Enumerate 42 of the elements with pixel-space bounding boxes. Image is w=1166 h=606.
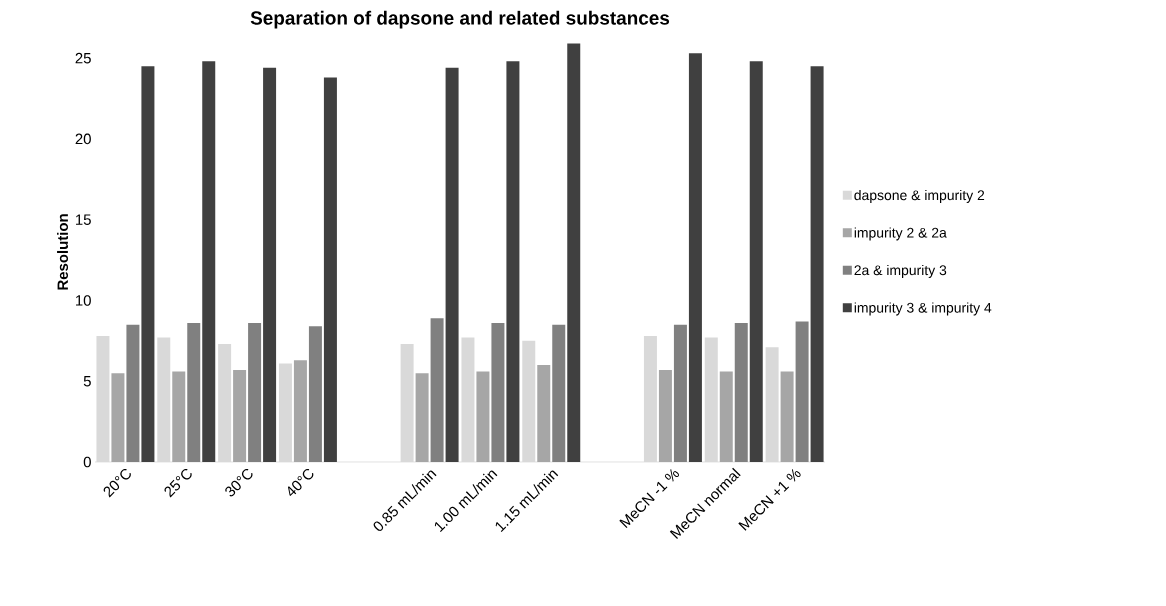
- bar: [430, 318, 444, 462]
- bar: [673, 324, 687, 462]
- bar: [308, 326, 322, 462]
- bar: [506, 61, 520, 462]
- y-tick-label: 25: [75, 52, 91, 64]
- bar: [445, 67, 459, 462]
- legend-label: impurity 3 & impurity 4: [854, 302, 992, 316]
- y-tick-label: 0: [83, 456, 91, 468]
- bar: [323, 77, 337, 462]
- y-tick-label: 15: [76, 214, 91, 225]
- chart-title: Separation of dapsone and related substances: [250, 10, 670, 29]
- bar: [552, 324, 566, 462]
- bar: [643, 335, 657, 462]
- bar: [96, 335, 110, 462]
- bar: [491, 323, 505, 462]
- bar: [157, 337, 171, 462]
- bar: [734, 323, 748, 462]
- bar: [218, 344, 232, 462]
- bar: [248, 323, 262, 462]
- legend-label: dapsone & impurity 2: [854, 189, 985, 203]
- bar: [278, 363, 292, 462]
- y-tick-label: 5: [83, 376, 91, 387]
- bar: [749, 61, 763, 462]
- bar: [522, 340, 536, 462]
- bar: [187, 323, 201, 462]
- bar: [567, 43, 581, 462]
- bar: [263, 67, 277, 462]
- bar: [461, 337, 475, 462]
- y-tick-label: 10: [76, 295, 91, 306]
- bar: [202, 61, 216, 462]
- bar: [795, 321, 809, 462]
- bar: [141, 66, 155, 462]
- legend-label: impurity 2 & 2a: [854, 227, 947, 241]
- y-tick-label: 20: [75, 133, 91, 145]
- bar: [126, 324, 140, 462]
- bar: [765, 347, 779, 462]
- legend-label: 2a & impurity 3: [854, 264, 947, 278]
- bar: [704, 337, 718, 462]
- y-axis-title: Resolution: [57, 214, 69, 290]
- bar: [400, 344, 414, 462]
- bar: [810, 66, 824, 462]
- bar: [688, 53, 702, 462]
